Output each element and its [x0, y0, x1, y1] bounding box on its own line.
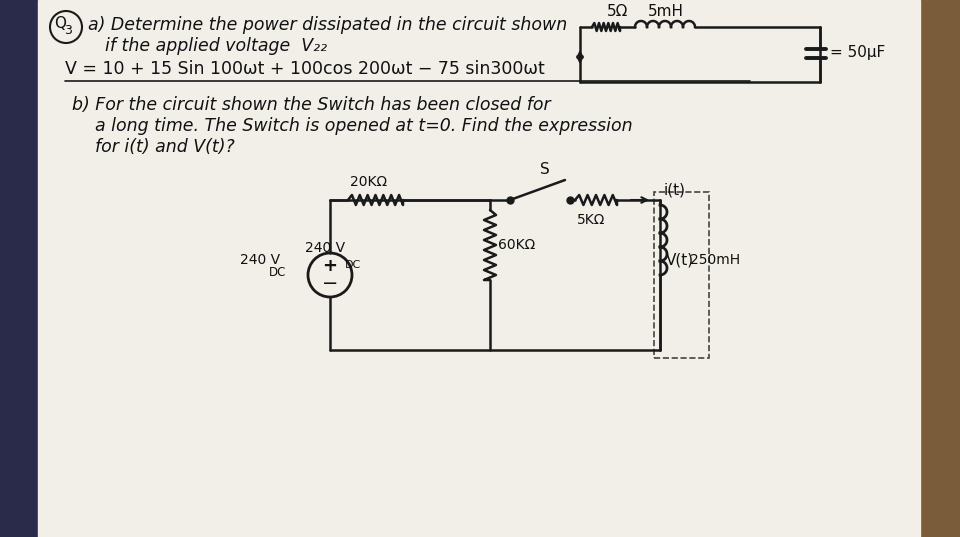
Text: 240 V: 240 V: [240, 253, 280, 267]
Text: Q: Q: [54, 17, 66, 32]
Text: +: +: [323, 257, 338, 275]
Text: for i(t) and V(t)?: for i(t) and V(t)?: [95, 138, 235, 156]
Text: 20KΩ: 20KΩ: [350, 175, 387, 189]
Text: DC: DC: [269, 266, 286, 279]
Text: a) Determine the power dissipated in the circuit shown: a) Determine the power dissipated in the…: [88, 16, 567, 34]
Text: 240 V: 240 V: [305, 241, 345, 255]
Bar: [654, 192, 709, 358]
Text: 250mH: 250mH: [690, 253, 740, 267]
Text: V(t): V(t): [666, 252, 694, 267]
Text: 5Ω: 5Ω: [607, 4, 629, 19]
Text: 5KΩ: 5KΩ: [577, 213, 606, 227]
Text: DC: DC: [345, 260, 361, 270]
Text: b) For the circuit shown the Switch has been closed for: b) For the circuit shown the Switch has …: [72, 96, 551, 114]
Text: V = 10 + 15 Sin 100ωt + 100cos 200ωt − 75 sin300ωt: V = 10 + 15 Sin 100ωt + 100cos 200ωt − 7…: [65, 60, 544, 78]
Text: = 50μF: = 50μF: [830, 46, 885, 61]
Text: if the applied voltage  V₂₂: if the applied voltage V₂₂: [105, 37, 327, 55]
Text: 3: 3: [64, 25, 72, 38]
Text: S: S: [540, 163, 550, 178]
Text: a long time. The Switch is opened at t=0. Find the expression: a long time. The Switch is opened at t=0…: [95, 117, 633, 135]
Text: i(t): i(t): [664, 183, 686, 198]
Bar: [0, 0, 38, 537]
Text: −: −: [322, 274, 338, 294]
Text: 60KΩ: 60KΩ: [498, 238, 536, 252]
Text: 5mH: 5mH: [648, 4, 684, 19]
Bar: [920, 0, 960, 537]
